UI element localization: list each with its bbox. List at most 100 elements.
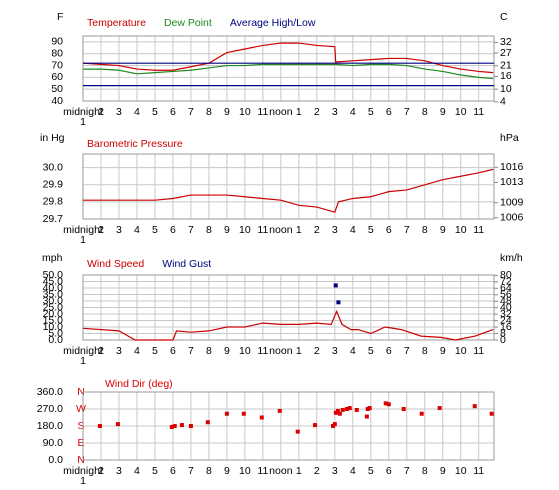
x-tick-label: 10: [455, 224, 467, 236]
y-tick-label: 45.0: [43, 275, 64, 287]
y2-tick-label: 24: [500, 314, 512, 326]
y2-tick-label: 64: [500, 282, 512, 294]
y-tick-label: 25.0: [43, 301, 64, 313]
x-tick-label: 3: [332, 106, 338, 118]
x-tick-label: 11: [473, 345, 484, 357]
x-tick-label: 7: [404, 224, 410, 236]
y-tick-label: 30.0: [43, 295, 64, 307]
data-point: [419, 411, 424, 416]
y-unit: F: [57, 11, 63, 23]
plot-border: [82, 153, 495, 220]
data-point: [332, 422, 337, 427]
x-tick-label: 2: [314, 345, 320, 357]
y-tick-label: 50: [51, 83, 63, 95]
y2-tick-label: 56: [500, 289, 512, 301]
y-unit: mph: [42, 252, 63, 264]
y2-tick-label: 1009: [500, 196, 524, 208]
y2-tick-label: 8: [500, 327, 506, 339]
x-tick-label: midnight: [63, 106, 103, 118]
data-point: [335, 408, 340, 413]
x-tick-sublabel: 1: [80, 234, 86, 246]
data-point: [295, 429, 300, 434]
x-tick-label: 4: [350, 106, 356, 118]
x-tick-label: 9: [224, 465, 230, 477]
data-point: [386, 402, 391, 407]
x-tick-sublabel: 1: [80, 475, 86, 487]
x-tick-label: 6: [170, 224, 176, 236]
x-tick-label: 6: [386, 465, 392, 477]
data-point: [277, 408, 282, 413]
x-tick-label: 9: [440, 465, 446, 477]
x-tick-label: 8: [422, 345, 428, 357]
data-point: [337, 411, 342, 416]
data-point: [259, 415, 264, 420]
legend-entry: Dew Point: [164, 17, 212, 29]
x-tick-label: 5: [368, 345, 374, 357]
y-tick-label: 80: [51, 48, 63, 60]
x-tick-label: 8: [206, 224, 212, 236]
y2-tick-label: 80: [500, 269, 512, 281]
data-point: [172, 424, 177, 428]
x-tick-label: 1: [296, 106, 302, 118]
y2-unit: hPa: [500, 132, 519, 144]
x-tick-label: 10: [455, 465, 467, 477]
y2-unit: km/h: [500, 252, 523, 264]
x-tick-label: 7: [404, 345, 410, 357]
y2-tick-label: 72: [500, 276, 512, 288]
x-tick-label: 7: [404, 106, 410, 118]
x-tick-label: 11: [257, 345, 268, 357]
x-tick-label: 9: [440, 224, 446, 236]
x-tick-label: 6: [386, 345, 392, 357]
compass-label: E: [77, 437, 84, 449]
x-tick-label: 4: [350, 345, 356, 357]
x-tick-label: 6: [170, 465, 176, 477]
x-tick-label: 3: [116, 465, 122, 477]
x-tick-label: 8: [206, 345, 212, 357]
x-tick-label: 6: [170, 345, 176, 357]
compass-label: N: [77, 454, 85, 466]
y2-tick-label: 10: [500, 83, 512, 95]
x-tick-label: 5: [368, 106, 374, 118]
data-point: [179, 423, 184, 428]
series-line: [83, 63, 494, 80]
x-tick-label: 7: [188, 345, 194, 357]
x-tick-label: 8: [422, 106, 428, 118]
plot-border: [82, 391, 495, 461]
y2-tick-label: 16: [500, 70, 512, 82]
x-tick-label: 10: [455, 345, 467, 357]
x-tick-label: 8: [422, 224, 428, 236]
y-tick-label: 40.0: [43, 282, 64, 294]
x-tick-label: 4: [350, 224, 356, 236]
y-tick-label: 15.0: [43, 314, 64, 326]
y2-tick-label: 48: [500, 295, 512, 307]
y-tick-label: 29.9: [43, 179, 64, 191]
y-tick-label: 35.0: [43, 288, 64, 300]
x-tick-label: 5: [152, 224, 158, 236]
y-tick-label: 270.0: [37, 403, 63, 415]
x-tick-label: noon: [269, 106, 293, 118]
legend-entry: Barometric Pressure: [87, 138, 183, 150]
x-tick-label: 2: [98, 106, 104, 118]
x-tick-label: 11: [257, 224, 268, 236]
x-tick-label: midnight: [63, 345, 103, 357]
x-tick-label: 11: [257, 106, 268, 118]
y2-tick-label: 16: [500, 321, 512, 333]
plot-border: [82, 274, 495, 341]
y-tick-label: 70: [51, 59, 63, 71]
plot-area: [82, 153, 495, 220]
x-tick-label: 6: [170, 106, 176, 118]
y-tick-label: 360.0: [37, 386, 63, 398]
y2-tick-label: 40: [500, 301, 512, 313]
x-tick-label: 11: [473, 224, 484, 236]
data-point: [437, 406, 442, 411]
x-tick-label: 10: [239, 345, 251, 357]
x-tick-label: 6: [386, 106, 392, 118]
x-tick-label: 9: [440, 106, 446, 118]
data-point: [367, 406, 372, 411]
x-tick-label: 5: [152, 345, 158, 357]
compass-label: S: [77, 420, 84, 432]
data-point: [489, 411, 494, 416]
x-tick-label: 5: [152, 106, 158, 118]
x-tick-label: 5: [368, 465, 374, 477]
x-tick-label: 1: [296, 465, 302, 477]
